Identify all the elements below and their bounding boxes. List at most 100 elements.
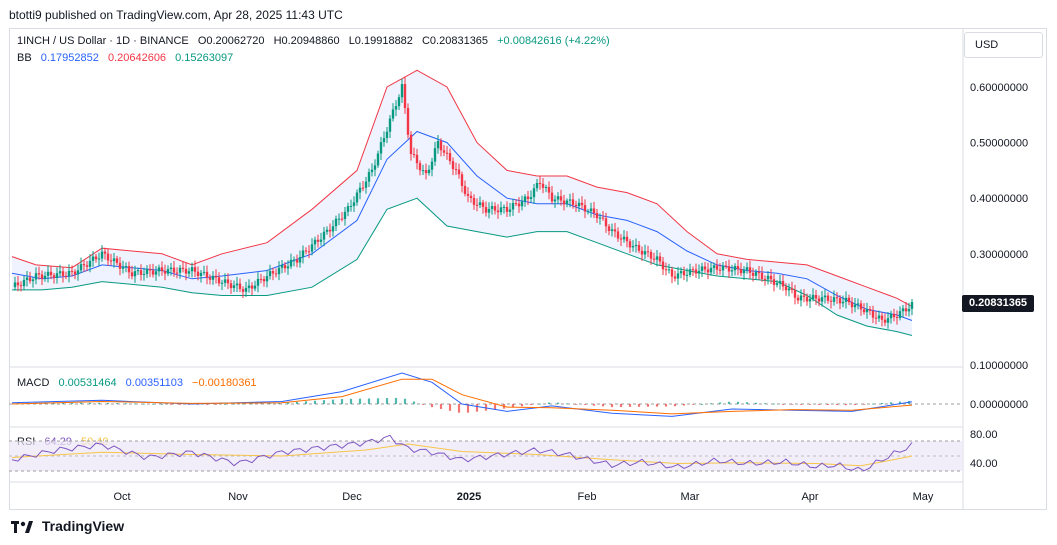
candle-body [196, 271, 200, 276]
candle-body [751, 272, 755, 276]
candle-body [637, 244, 641, 251]
macd-histogram-bar [592, 404, 596, 406]
candle-body [811, 294, 815, 299]
bb-lower-value: 0.15263097 [175, 52, 234, 64]
ohlc-low: L0.19918882 [348, 35, 413, 47]
candle-body [154, 271, 158, 275]
candle-body [316, 239, 320, 242]
candle-body [340, 218, 344, 220]
macd-label[interactable]: MACD [17, 377, 50, 389]
macd-histogram-bar [286, 402, 290, 404]
macd-histogram-bar [115, 403, 119, 404]
candle-body [829, 300, 833, 302]
candle-body [766, 275, 770, 280]
candle-body [103, 251, 107, 254]
candle-body [592, 208, 596, 214]
candle-body [139, 270, 143, 275]
candle-body [556, 196, 560, 200]
macd-histogram-bar [898, 401, 902, 404]
macd-histogram-bar [655, 404, 659, 407]
ohlc-open: O0.20062720 [197, 35, 265, 47]
candle-body [544, 187, 548, 189]
candle-body [802, 295, 806, 297]
candle-body [463, 185, 467, 194]
candle-body [394, 106, 398, 110]
chart-frame [9, 28, 1047, 510]
candle-body [403, 84, 407, 109]
candle-body [289, 259, 293, 267]
macd-histogram-bar [727, 401, 731, 404]
candle-body [697, 270, 701, 274]
macd-histogram-bar [871, 403, 875, 405]
symbol-legend: 1INCH / US Dollar · 1D · BINANCE O0.2006… [17, 35, 616, 47]
macd-histogram-bar [664, 404, 668, 407]
candle-body [679, 271, 683, 274]
candle-body [295, 259, 299, 263]
currency-button[interactable]: USD [964, 32, 1043, 58]
candle-body [133, 271, 137, 277]
candle-body [817, 298, 821, 302]
candle-body [334, 218, 338, 227]
candle-body [727, 266, 731, 272]
candle-body [724, 265, 728, 267]
candle-body [130, 272, 134, 277]
candle-body [553, 199, 557, 202]
bb-label[interactable]: BB [17, 52, 32, 64]
macd-histogram-bar [538, 403, 542, 405]
candle-body [157, 267, 161, 272]
candle-body [715, 265, 719, 270]
macd-histogram-bar [880, 402, 884, 404]
macd-histogram-bar [367, 398, 371, 404]
macd-histogram-bar [808, 404, 812, 405]
candle-body [25, 277, 29, 280]
candle-body [670, 269, 674, 277]
candle-body [586, 211, 590, 213]
candle-body [352, 202, 356, 206]
candle-body [823, 295, 827, 298]
macd-histogram-bar [790, 404, 794, 405]
candle-body [634, 244, 638, 247]
candle-body [427, 169, 431, 174]
price-tick-label: 0.10000000 [970, 360, 1028, 372]
candle-body [532, 188, 536, 198]
candle-body [43, 275, 47, 279]
candle-body [598, 217, 602, 219]
candle-body [163, 271, 167, 274]
macd-histogram-bar [817, 404, 821, 405]
candle-body [658, 256, 662, 262]
candle-body [88, 260, 92, 267]
candle-body [898, 311, 902, 319]
candle-body [166, 269, 170, 274]
candle-body [769, 275, 773, 280]
candle-body [910, 302, 914, 309]
candle-body [454, 169, 458, 171]
candle-body [145, 268, 149, 275]
candle-body [31, 279, 35, 282]
macd-histogram-bar [646, 404, 650, 407]
macd-histogram-bar [160, 404, 164, 405]
candle-body [886, 318, 890, 323]
candle-body [541, 183, 545, 188]
rsi-band [9, 441, 963, 471]
candle-body [796, 297, 800, 301]
candle-body [838, 298, 842, 304]
candle-body [250, 285, 254, 289]
macd-histogram-bar [673, 404, 677, 407]
candle-body [619, 238, 623, 240]
symbol-title[interactable]: 1INCH / US Dollar · 1D · BINANCE [17, 35, 189, 47]
candle-body [181, 267, 185, 269]
candle-body [322, 231, 326, 240]
candle-body [13, 282, 17, 288]
candle-body [856, 303, 860, 305]
macd-histogram-bar [619, 404, 623, 408]
candle-body [379, 142, 383, 154]
candle-body [76, 270, 80, 275]
tradingview-logo[interactable]: TradingView [11, 518, 124, 534]
candle-body [304, 250, 308, 252]
candle-body [328, 229, 332, 232]
macd-histogram-bar [358, 398, 362, 404]
candle-body [520, 201, 524, 207]
candle-body [415, 154, 419, 164]
macd-legend: MACD 0.00531464 0.00351103 −0.00180361 [17, 377, 263, 389]
